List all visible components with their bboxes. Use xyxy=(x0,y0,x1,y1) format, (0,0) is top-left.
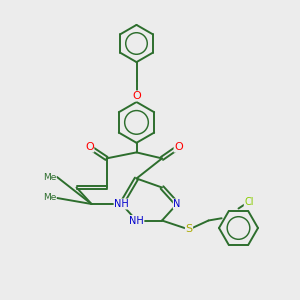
Text: O: O xyxy=(85,142,94,152)
Text: NH: NH xyxy=(129,215,144,226)
Text: Cl: Cl xyxy=(244,196,254,207)
Text: Me: Me xyxy=(43,194,56,202)
Text: Me: Me xyxy=(43,172,56,182)
Text: O: O xyxy=(174,142,183,152)
Text: S: S xyxy=(185,224,193,235)
Text: O: O xyxy=(132,91,141,101)
Text: NH: NH xyxy=(114,199,129,209)
Text: N: N xyxy=(173,199,181,209)
